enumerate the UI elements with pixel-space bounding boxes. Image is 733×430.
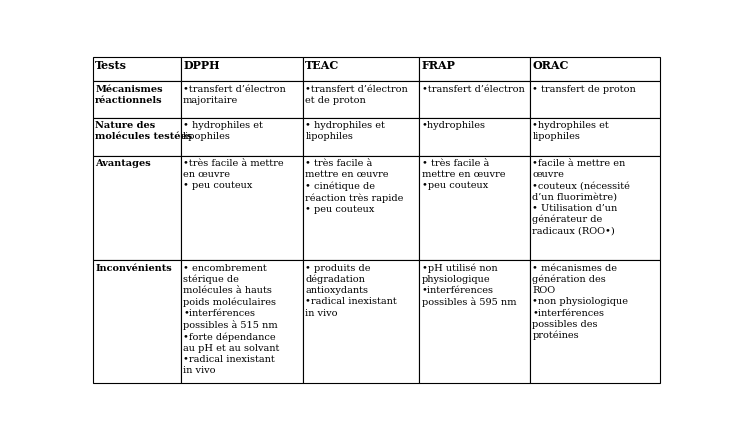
Bar bbox=[93, 118, 181, 156]
Text: •pH utilisé non
physiologique
•interférences
possibles à 595 nm: •pH utilisé non physiologique •interfére… bbox=[421, 264, 516, 307]
Text: •transfert d’électron
majoritaire: •transfert d’électron majoritaire bbox=[183, 85, 286, 105]
Text: • très facile à
mettre en œuvre
•peu couteux: • très facile à mettre en œuvre •peu cou… bbox=[421, 159, 505, 190]
Text: • hydrophiles et
lipophiles: • hydrophiles et lipophiles bbox=[305, 121, 385, 141]
Bar bbox=[530, 260, 660, 383]
Bar bbox=[419, 156, 530, 260]
Bar bbox=[93, 260, 181, 383]
Text: • mécanismes de
génération des
ROO
•non physiologique
•interférences
possibles d: • mécanismes de génération des ROO •non … bbox=[532, 264, 628, 341]
Bar bbox=[181, 156, 303, 260]
Text: Inconvénients: Inconvénients bbox=[95, 264, 172, 273]
Bar bbox=[530, 118, 660, 156]
Bar bbox=[93, 57, 181, 81]
Bar bbox=[303, 118, 419, 156]
Text: •transfert d’électron
et de proton: •transfert d’électron et de proton bbox=[305, 85, 408, 105]
Bar bbox=[530, 57, 660, 81]
Bar bbox=[93, 81, 181, 118]
Text: • hydrophiles et
lipophiles: • hydrophiles et lipophiles bbox=[183, 121, 263, 141]
Text: Avantages: Avantages bbox=[95, 159, 151, 168]
Bar bbox=[303, 81, 419, 118]
Text: • encombrement
stérique de
molécules à hauts
poids moléculaires
•interférences
p: • encombrement stérique de molécules à h… bbox=[183, 264, 279, 375]
Text: DPPH: DPPH bbox=[183, 60, 220, 71]
Text: Tests: Tests bbox=[95, 60, 127, 71]
Text: Nature des
molécules testées: Nature des molécules testées bbox=[95, 121, 192, 141]
Text: FRAP: FRAP bbox=[421, 60, 455, 71]
Text: • transfert de proton: • transfert de proton bbox=[532, 85, 636, 94]
Text: • très facile à
mettre en œuvre
• cinétique de
réaction très rapide
• peu couteu: • très facile à mettre en œuvre • cinéti… bbox=[305, 159, 404, 214]
Text: •transfert d’électron: •transfert d’électron bbox=[421, 85, 524, 94]
Bar bbox=[303, 156, 419, 260]
Text: Mécanismes
réactionnels: Mécanismes réactionnels bbox=[95, 85, 163, 105]
Bar bbox=[303, 260, 419, 383]
Text: •hydrophiles: •hydrophiles bbox=[421, 121, 486, 130]
Bar bbox=[181, 81, 303, 118]
Bar bbox=[181, 118, 303, 156]
Text: •hydrophiles et
lipophiles: •hydrophiles et lipophiles bbox=[532, 121, 609, 141]
Bar bbox=[181, 260, 303, 383]
Bar bbox=[419, 260, 530, 383]
Text: •très facile à mettre
en œuvre
• peu couteux: •très facile à mettre en œuvre • peu cou… bbox=[183, 159, 284, 190]
Text: ORAC: ORAC bbox=[532, 60, 569, 71]
Text: TEAC: TEAC bbox=[305, 60, 339, 71]
Text: •facile à mettre en
œuvre
•couteux (nécessité
d’un fluorimètre)
• Utilisation d’: •facile à mettre en œuvre •couteux (néce… bbox=[532, 159, 630, 236]
Bar bbox=[530, 81, 660, 118]
Bar bbox=[303, 57, 419, 81]
Bar bbox=[181, 57, 303, 81]
Bar bbox=[93, 156, 181, 260]
Bar bbox=[530, 156, 660, 260]
Bar bbox=[419, 118, 530, 156]
Text: • produits de
dégradation
antioxydants
•radical inexistant
in vivo: • produits de dégradation antioxydants •… bbox=[305, 264, 397, 317]
Bar bbox=[419, 81, 530, 118]
Bar bbox=[419, 57, 530, 81]
